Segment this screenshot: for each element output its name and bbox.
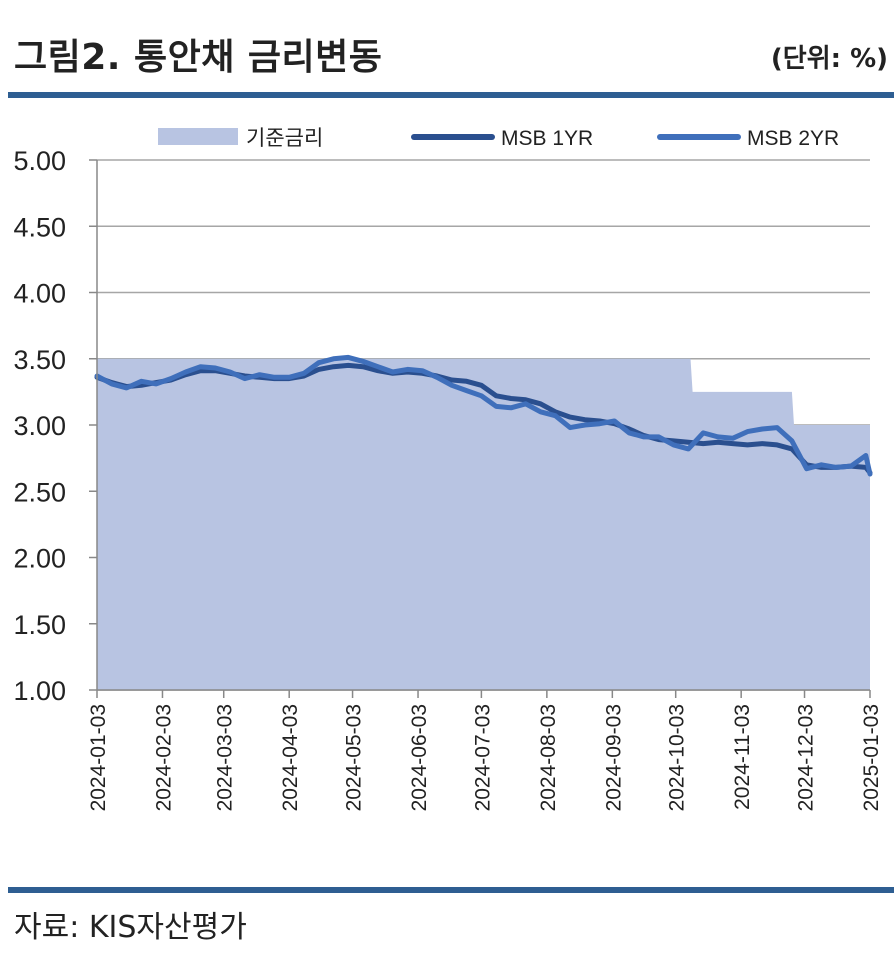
legend-label-base-rate: 기준금리: [246, 127, 323, 150]
x-tick-label: 2024-07-03: [471, 704, 494, 811]
y-tick-label: 2.00: [13, 544, 66, 574]
x-tick-label: 2024-11-03: [731, 704, 754, 810]
y-tick-labels: 1.00 1.50 2.00 2.50 3.00 3.50 4.00 4.50 5.00: [13, 146, 66, 706]
legend-label-msb-1yr: MSB 1YR: [501, 127, 593, 150]
top-divider: [8, 92, 894, 98]
chart-axes: [89, 159, 871, 698]
y-tick-label: 1.50: [13, 610, 66, 640]
chart-legend: 기준금리 MSB 1YR MSB 2YR: [158, 127, 839, 150]
page-title: 그림2. 통안채 금리변동: [14, 37, 383, 78]
x-tick-label: 2024-01-03: [87, 704, 110, 811]
y-tick-label: 3.50: [13, 345, 66, 375]
base-rate-area: [97, 358, 870, 690]
x-tick-label: 2024-09-03: [602, 704, 625, 811]
y-tick-label: 3.00: [13, 411, 66, 441]
bottom-divider: [8, 887, 894, 893]
x-tick-label: 2025-01-03: [860, 704, 883, 811]
x-tick-label: 2024-08-03: [537, 704, 560, 811]
y-tick-label: 2.50: [13, 477, 66, 507]
y-tick-label: 4.00: [13, 279, 66, 309]
unit-label: (단위: %): [770, 44, 888, 74]
y-tick-label: 4.50: [13, 212, 66, 242]
series-line-msb-2yr: [94, 354, 873, 477]
legend-swatch-base-rate: [158, 128, 238, 145]
x-tick-label: 2024-03-03: [214, 704, 237, 811]
x-tick-labels: 2024-01-03 2024-02-03 2024-03-03 2024-04-03…: [87, 704, 883, 811]
series-lines: [94, 354, 873, 477]
legend-label-msb-2yr: MSB 2YR: [747, 127, 839, 150]
y-tick-label: 5.00: [13, 146, 66, 176]
x-tick-label: 2024-06-03: [408, 704, 431, 811]
x-tick-label: 2024-10-03: [666, 704, 689, 811]
source-note: 자료: KIS자산평가: [14, 910, 247, 945]
base-rate-area-layer: [97, 358, 870, 690]
x-tick-label: 2024-12-03: [795, 704, 818, 811]
x-tick-label: 2024-05-03: [343, 704, 366, 811]
x-tick-label: 2024-02-03: [152, 704, 175, 811]
x-tick-label: 2024-04-03: [279, 704, 302, 811]
rate-chart: 1.00 1.50 2.00 2.50 3.00 3.50 4.00 4.50 5.00 202…: [13, 127, 883, 811]
y-tick-label: 1.00: [13, 676, 66, 706]
